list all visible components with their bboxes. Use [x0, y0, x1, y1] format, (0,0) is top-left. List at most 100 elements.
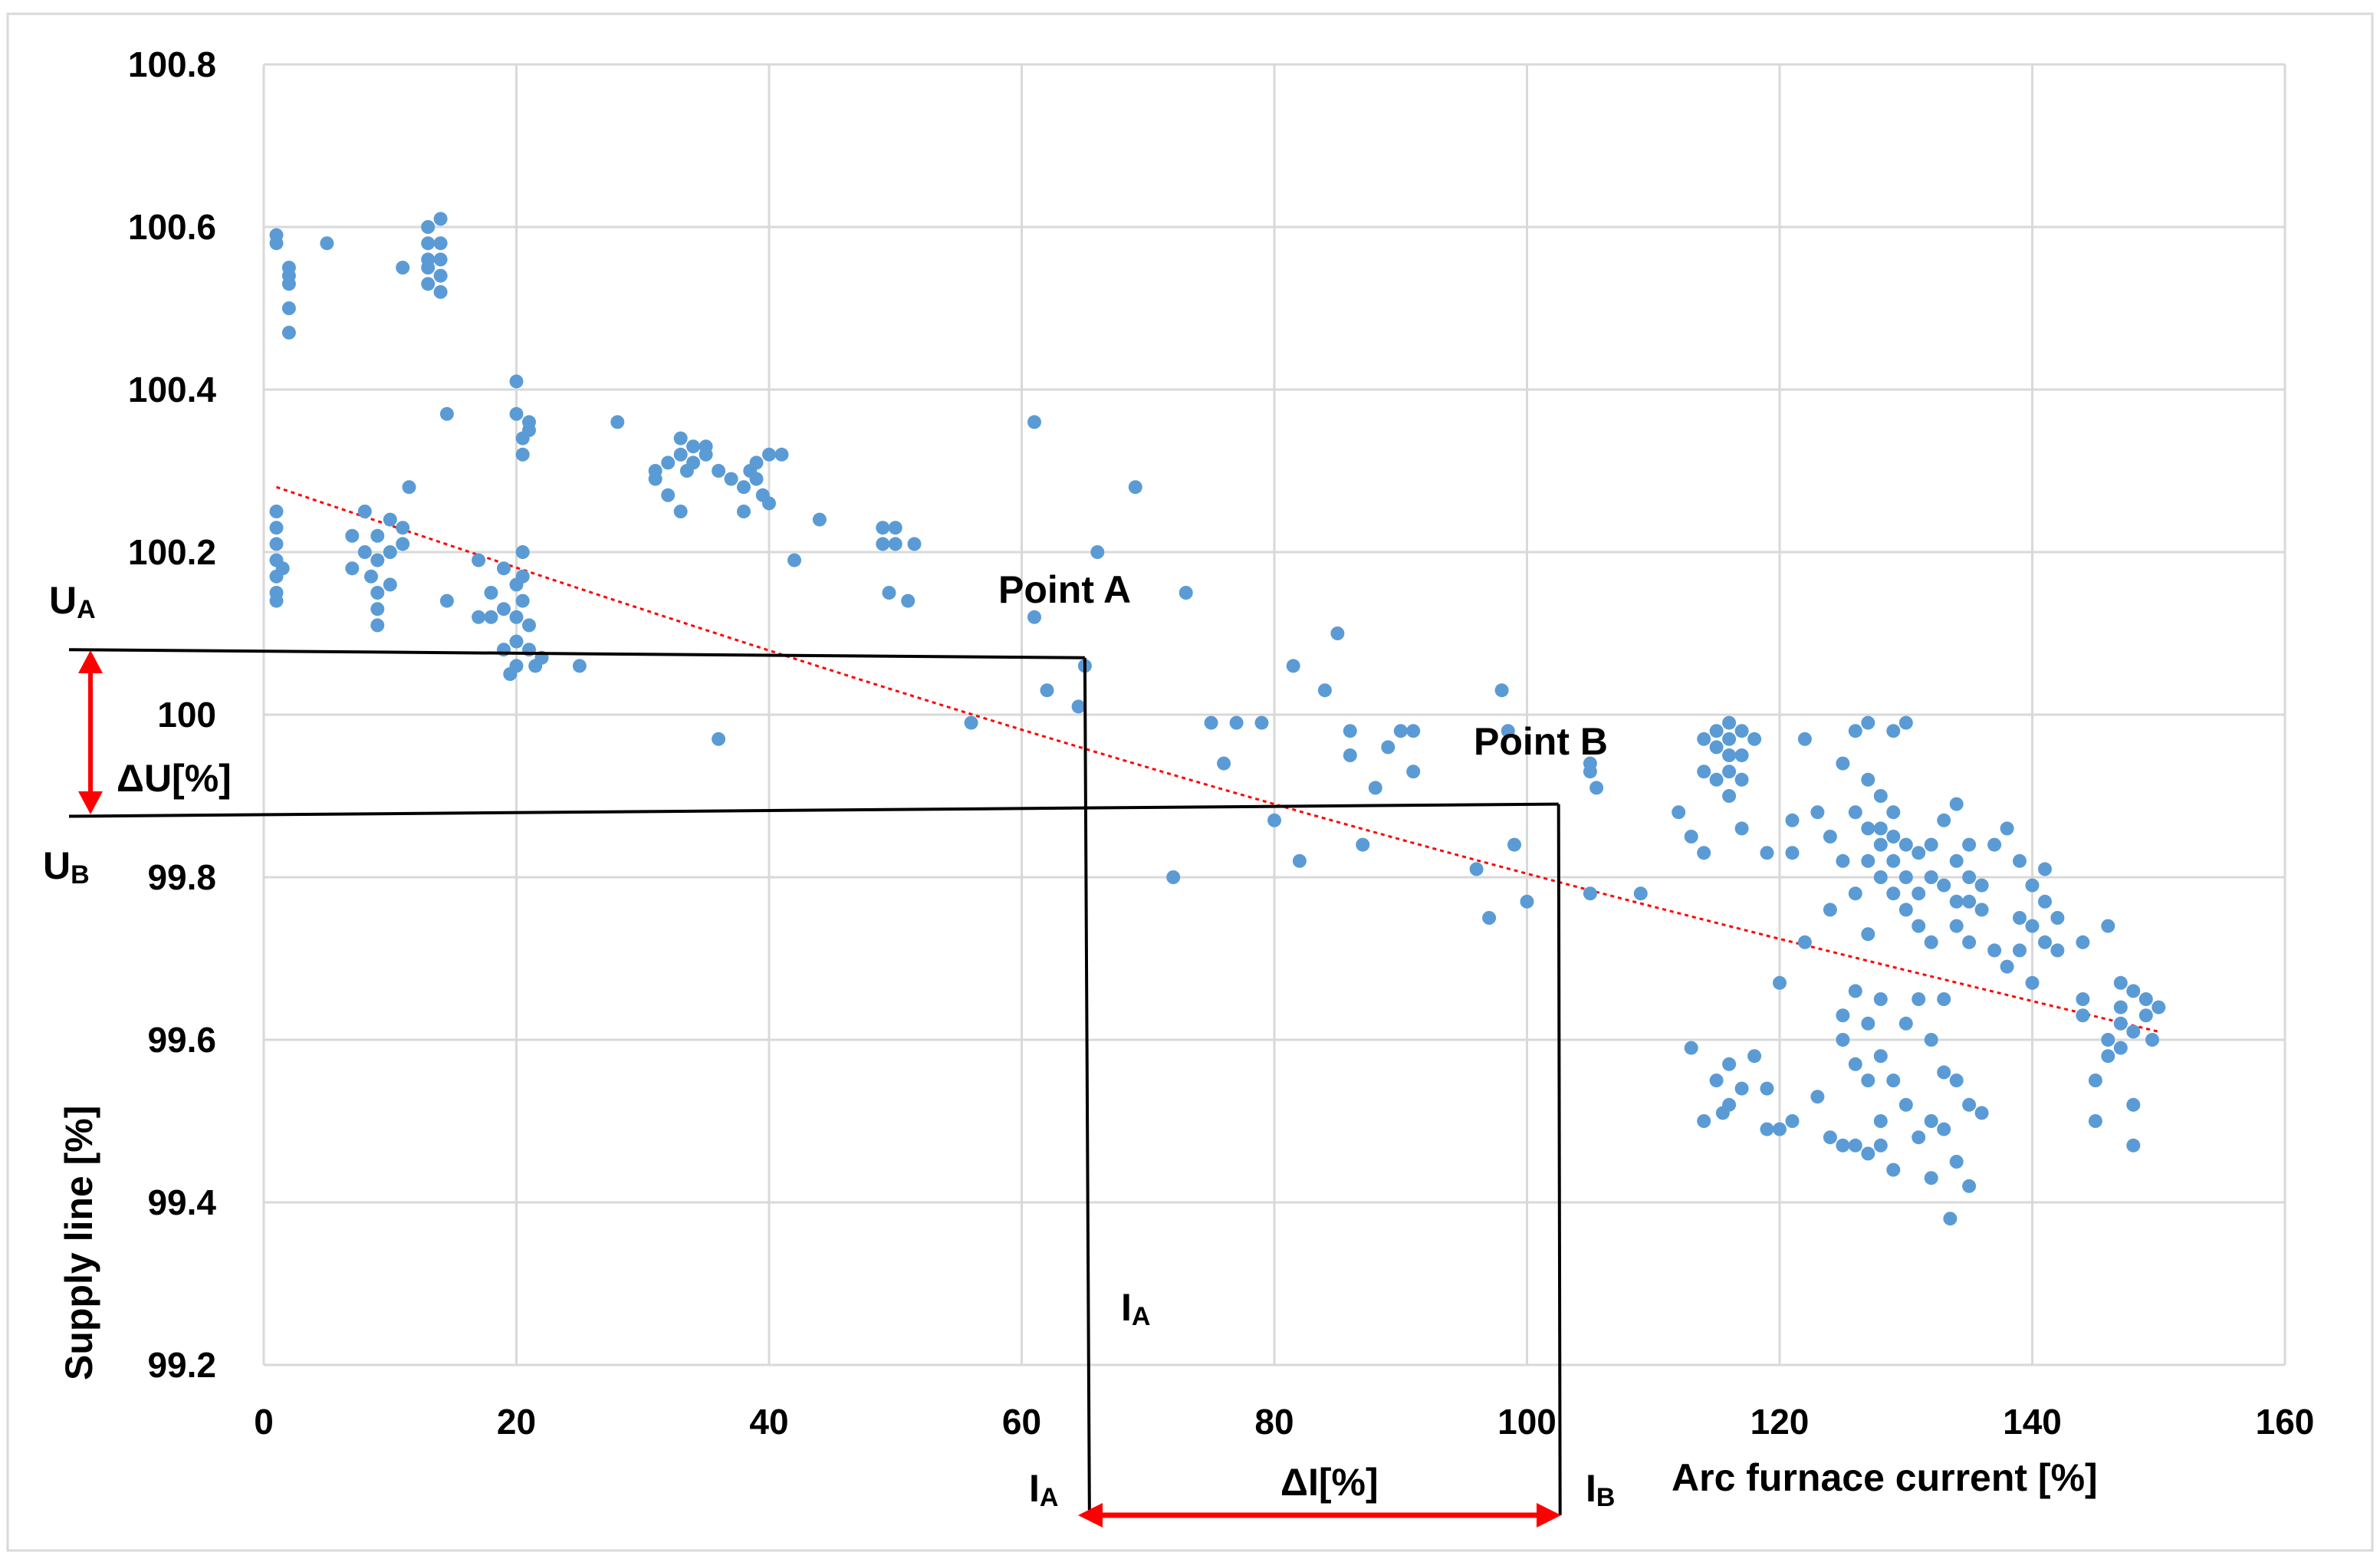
data-point — [1937, 1122, 1951, 1136]
data-point — [907, 537, 922, 551]
data-point — [509, 406, 524, 421]
data-point — [2000, 959, 2014, 974]
data-point — [1873, 870, 1888, 884]
data-point — [515, 431, 530, 446]
data-point — [1773, 1122, 1787, 1136]
data-point — [396, 521, 410, 535]
data-point — [1507, 837, 1521, 852]
data-point — [281, 301, 296, 315]
data-point — [370, 553, 385, 567]
data-point — [370, 602, 385, 617]
data-point — [1583, 765, 1597, 779]
data-point — [1589, 781, 1604, 795]
data-point — [515, 594, 530, 608]
data-point — [1583, 886, 1597, 901]
y-axis-label: Supply line [%] — [58, 1106, 100, 1380]
data-point — [1861, 772, 1875, 787]
data-point — [1747, 1049, 1762, 1064]
data-point — [1898, 1016, 1913, 1031]
data-point — [737, 480, 751, 495]
data-point — [762, 447, 776, 462]
data-points — [269, 212, 2166, 1226]
delta-i-label: ΔI[%] — [1280, 1461, 1379, 1504]
data-point — [1482, 911, 1497, 925]
data-point — [1785, 1114, 1800, 1128]
data-point — [1898, 837, 1913, 852]
data-point — [1962, 837, 1977, 852]
data-point — [1886, 805, 1901, 820]
data-point — [1836, 1138, 1850, 1153]
data-point — [433, 212, 448, 226]
data-point — [364, 569, 378, 584]
data-point — [2013, 943, 2027, 958]
data-point — [421, 236, 436, 251]
y-tick-label: 100.8 — [128, 44, 216, 84]
data-point — [2152, 1000, 2166, 1014]
data-point — [320, 236, 334, 251]
data-point — [1912, 886, 1926, 901]
data-point — [1810, 1090, 1825, 1104]
data-point — [281, 325, 296, 340]
data-point — [1697, 846, 1711, 860]
data-point — [1027, 415, 1041, 429]
data-point — [1924, 935, 1938, 949]
data-point — [1292, 853, 1307, 868]
data-point — [1204, 715, 1218, 730]
data-point — [1697, 1114, 1711, 1128]
data-point — [724, 472, 738, 486]
data-point — [1861, 715, 1875, 730]
data-point — [1848, 805, 1862, 820]
data-point — [1722, 765, 1737, 779]
data-point — [901, 594, 916, 608]
data-point — [1697, 732, 1711, 746]
data-point — [433, 268, 448, 283]
data-point — [1027, 610, 1041, 624]
x-tick-label: 100 — [1497, 1402, 1557, 1442]
ub-label: UB — [43, 844, 90, 890]
data-point — [1722, 1057, 1737, 1071]
x-tick-labels: 0 20 40 60 80 100 120 140 160 — [254, 1402, 2314, 1442]
data-point — [1406, 724, 1421, 738]
data-point — [964, 715, 978, 730]
data-point — [1381, 740, 1395, 755]
data-point — [1071, 699, 1086, 714]
data-point — [1861, 853, 1875, 868]
x-tick-label: 140 — [2003, 1402, 2062, 1442]
data-point — [1520, 894, 1534, 909]
data-point — [1962, 1097, 1977, 1112]
data-point — [370, 586, 385, 600]
data-point — [2076, 992, 2090, 1006]
data-point — [673, 431, 688, 446]
data-point — [1709, 724, 1724, 738]
y-tick-label: 99.8 — [147, 857, 216, 897]
data-point — [610, 415, 625, 429]
data-point — [1937, 992, 1951, 1006]
data-point — [1709, 740, 1724, 755]
data-point — [1924, 870, 1938, 884]
data-point — [1949, 1074, 1964, 1087]
y-tick-labels: 99.2 99.4 99.6 99.8 100 100.2 100.4 100.6 100.8 — [128, 44, 217, 1385]
data-point — [1836, 1033, 1850, 1047]
data-point — [1912, 919, 1926, 933]
data-point — [357, 545, 372, 559]
data-point — [1861, 1074, 1875, 1087]
data-point — [787, 553, 801, 567]
delta-u-arrow — [78, 650, 103, 814]
data-point — [888, 537, 902, 551]
data-point — [1873, 789, 1888, 803]
data-point — [1709, 772, 1724, 787]
data-point — [1734, 821, 1749, 836]
data-point — [1861, 927, 1875, 942]
data-point — [1734, 1081, 1749, 1096]
data-point — [2013, 853, 2027, 868]
data-point — [1286, 659, 1300, 673]
y-tick-label: 99.2 — [147, 1345, 216, 1385]
ib-label: IB — [1586, 1467, 1615, 1512]
data-point — [1267, 813, 1281, 827]
point-b-label: Point B — [1474, 720, 1608, 763]
data-point — [509, 610, 524, 624]
data-point — [484, 610, 498, 624]
data-point — [1393, 724, 1408, 738]
data-point — [497, 561, 511, 576]
x-tick-label: 40 — [749, 1402, 788, 1442]
